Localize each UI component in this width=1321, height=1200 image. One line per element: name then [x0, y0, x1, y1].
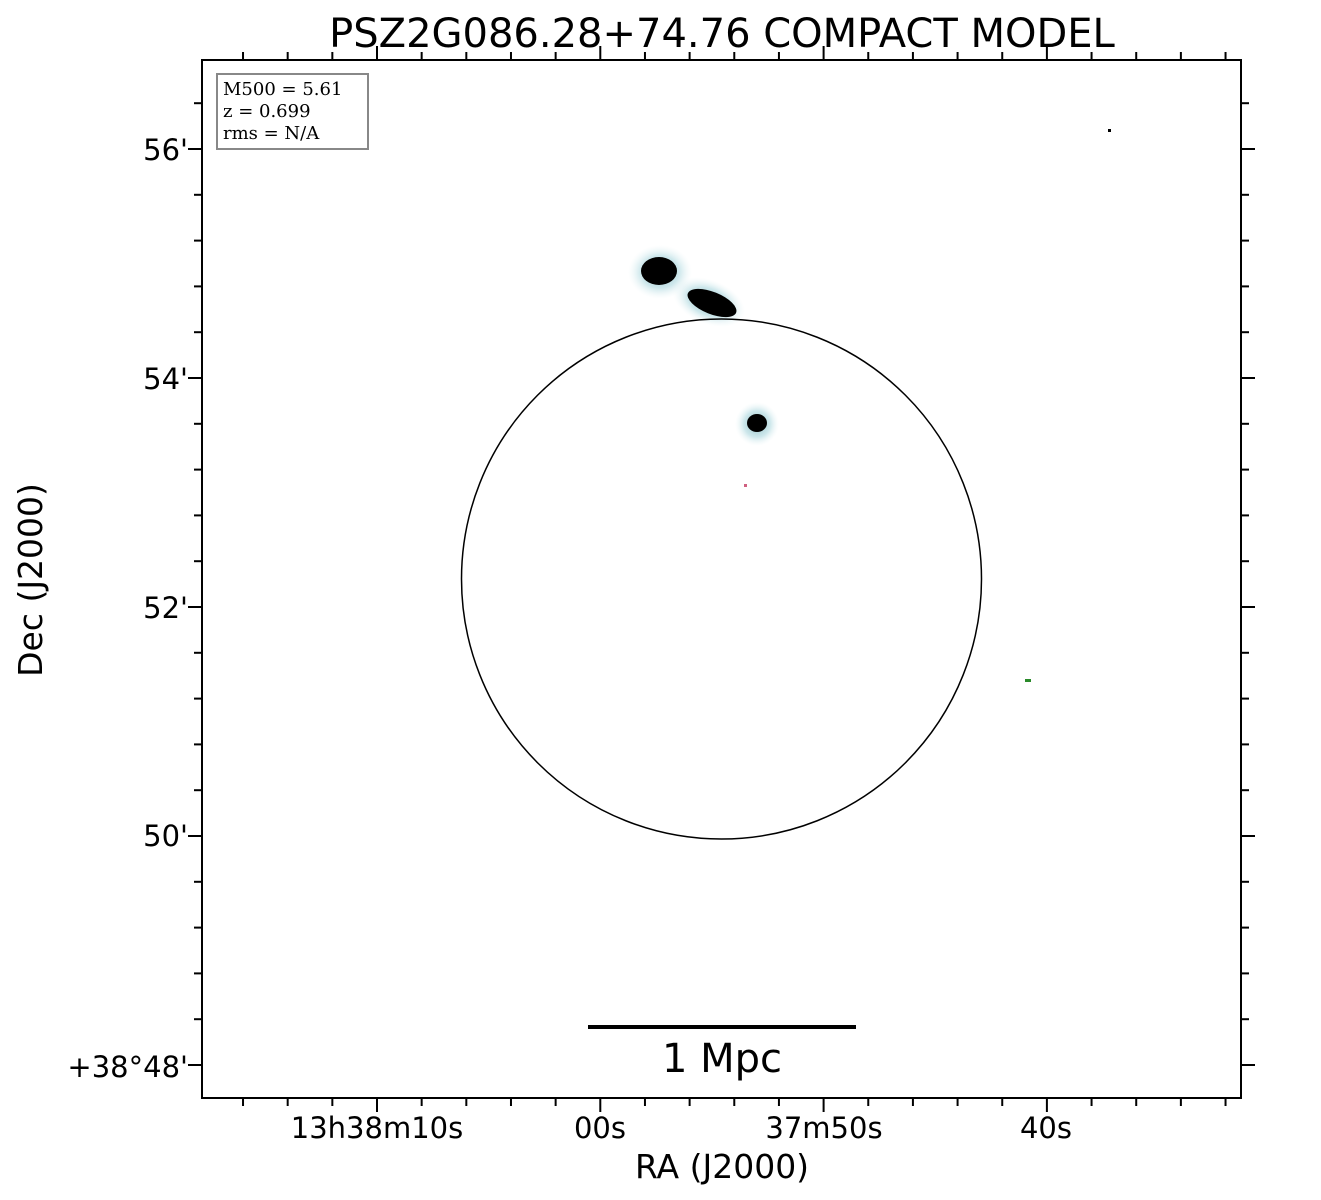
chart-title: PSZ2G086.28+74.76 COMPACT MODEL — [329, 11, 1115, 57]
x-tick-label: 37m50s — [765, 1111, 882, 1145]
source-3 — [747, 414, 767, 432]
point-source-green — [1025, 679, 1031, 682]
y-tick-label: 56' — [143, 133, 188, 167]
info-rms: rms = N/A — [223, 123, 320, 144]
x-tick-label: 13h38m10s — [291, 1111, 463, 1145]
point-source-top-right — [1108, 129, 1111, 132]
y-tick-label: 54' — [143, 362, 188, 396]
x-tick-label: 40s — [1020, 1111, 1072, 1145]
axis-ticks — [188, 46, 1255, 1112]
info-box-border — [216, 73, 369, 150]
x-axis-label: RA (J2000) — [635, 1147, 809, 1186]
source-2 — [687, 288, 737, 318]
y-axis-label: Dec (J2000) — [11, 483, 50, 677]
r500-circle — [460, 318, 983, 840]
y-tick-label: 52' — [143, 591, 188, 625]
info-box: M500 = 5.61 z = 0.699 rms = N/A — [216, 73, 369, 150]
x-tick-labels: 13h38m10s 00s 37m50s 40s — [291, 1111, 1072, 1145]
y-tick-label: +38°48' — [67, 1050, 188, 1084]
point-source-red — [744, 484, 747, 487]
plot-frame — [201, 59, 1242, 1099]
scalebar-label: 1 Mpc — [662, 1036, 782, 1082]
info-m500: M500 = 5.61 — [223, 79, 342, 100]
source-1 — [641, 257, 677, 285]
radio-sources — [628, 129, 1111, 682]
info-redshift: z = 0.699 — [223, 101, 311, 122]
x-tick-label: 00s — [574, 1111, 626, 1145]
y-tick-label: 50' — [143, 819, 188, 853]
y-tick-labels: 56' 54' 52' 50' +38°48' — [67, 133, 188, 1084]
